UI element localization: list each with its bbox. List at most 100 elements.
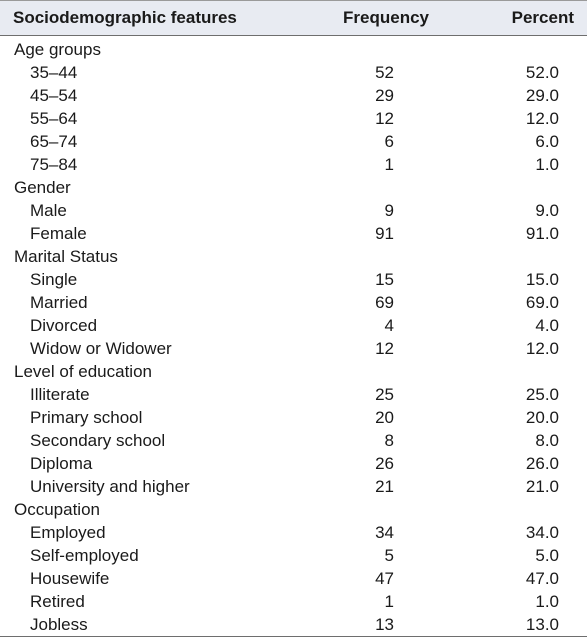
frequency-cell: 21 [375,477,394,496]
table-row: Married 69 69.0 [0,291,587,314]
percent-cell: 25.0 [525,385,559,404]
group-label: Occupation [14,500,100,519]
percent-cell: 12.0 [525,109,559,128]
empty-cell [300,360,445,383]
table-row: Male 9 9.0 [0,199,587,222]
header-percent: Percent [445,0,587,36]
table-body: Age groups 35–44 52 52.0 45–54 29 29.0 55–64 12 1… [0,36,587,637]
empty-cell [445,245,587,268]
group-label: Marital Status [14,247,118,266]
frequency-cell: 52 [375,63,394,82]
group-row: Marital Status [0,245,587,268]
empty-cell [300,245,445,268]
row-label: Self-employed [30,546,139,565]
row-label: Divorced [30,316,98,335]
table-row: 55–64 12 12.0 [0,107,587,130]
frequency-cell: 69 [375,293,394,312]
row-label: University and higher [30,477,190,496]
frequency-cell: 9 [384,201,394,220]
row-label: Male [30,201,67,220]
frequency-cell: 13 [300,613,445,637]
empty-cell [300,176,445,199]
percent-cell: 52.0 [525,63,559,82]
percent-cell: 8.0 [535,431,559,450]
table-row: Primary school 20 20.0 [0,406,587,429]
row-label: 65–74 [30,132,78,151]
empty-cell [445,176,587,199]
percent-cell: 34.0 [525,523,559,542]
percent-cell: 6.0 [535,132,559,151]
header-row: Sociodemographic features Frequency Perc… [0,0,587,36]
table-row: Divorced 4 4.0 [0,314,587,337]
row-label: Single [30,270,78,289]
percent-cell: 4.0 [535,316,559,335]
table-row: 35–44 52 52.0 [0,61,587,84]
table-row: Self-employed 5 5.0 [0,544,587,567]
empty-cell [445,36,587,62]
table-header: Sociodemographic features Frequency Perc… [0,0,587,36]
table-row: Female 91 91.0 [0,222,587,245]
frequency-cell: 20 [375,408,394,427]
percent-cell: 1.0 [535,155,559,174]
empty-cell [300,498,445,521]
group-row: Level of education [0,360,587,383]
row-label: Widow or Widower [30,339,172,358]
header-frequency: Frequency [300,0,445,36]
table-row: Housewife 47 47.0 [0,567,587,590]
frequency-cell: 12 [375,109,394,128]
group-label: Gender [14,178,71,197]
frequency-cell: 25 [375,385,394,404]
percent-cell: 5.0 [535,546,559,565]
frequency-cell: 34 [375,523,394,542]
table-row: Widow or Widower 12 12.0 [0,337,587,360]
table-row: Jobless 13 13.0 [0,613,587,637]
frequency-cell: 5 [384,546,394,565]
table-row: 75–84 1 1.0 [0,153,587,176]
percent-cell: 69.0 [525,293,559,312]
row-label: Housewife [30,569,110,588]
table-row: Secondary school 8 8.0 [0,429,587,452]
percent-cell: 21.0 [525,477,559,496]
row-label: Retired [30,592,85,611]
table-row: 45–54 29 29.0 [0,84,587,107]
percent-cell: 15.0 [525,270,559,289]
percent-cell: 13.0 [445,613,587,637]
group-label: Age groups [14,40,101,59]
group-row: Gender [0,176,587,199]
row-label: 75–84 [30,155,78,174]
row-label: 45–54 [30,86,78,105]
percent-cell: 29.0 [525,86,559,105]
table-row: University and higher 21 21.0 [0,475,587,498]
row-label: Primary school [30,408,143,427]
frequency-cell: 12 [375,339,394,358]
row-label: Illiterate [30,385,90,404]
row-label: 35–44 [30,63,78,82]
row-label: Female [30,224,87,243]
frequency-cell: 15 [375,270,394,289]
group-row: Age groups [0,36,587,62]
percent-cell: 26.0 [525,454,559,473]
table-row: Diploma 26 26.0 [0,452,587,475]
frequency-cell: 29 [375,86,394,105]
empty-cell [445,498,587,521]
header-feature: Sociodemographic features [0,0,300,36]
table-row: 65–74 6 6.0 [0,130,587,153]
percent-cell: 47.0 [525,569,559,588]
row-label: Jobless [0,613,300,637]
row-label: Employed [30,523,106,542]
frequency-cell: 1 [384,155,394,174]
percent-cell: 12.0 [525,339,559,358]
frequency-cell: 8 [384,431,394,450]
table-row: Illiterate 25 25.0 [0,383,587,406]
group-row: Occupation [0,498,587,521]
group-label: Level of education [14,362,152,381]
table-row: Retired 1 1.0 [0,590,587,613]
frequency-cell: 4 [384,316,394,335]
percent-cell: 91.0 [525,224,559,243]
percent-cell: 9.0 [535,201,559,220]
empty-cell [300,36,445,62]
percent-cell: 1.0 [535,592,559,611]
table-row: Single 15 15.0 [0,268,587,291]
table-row: Employed 34 34.0 [0,521,587,544]
